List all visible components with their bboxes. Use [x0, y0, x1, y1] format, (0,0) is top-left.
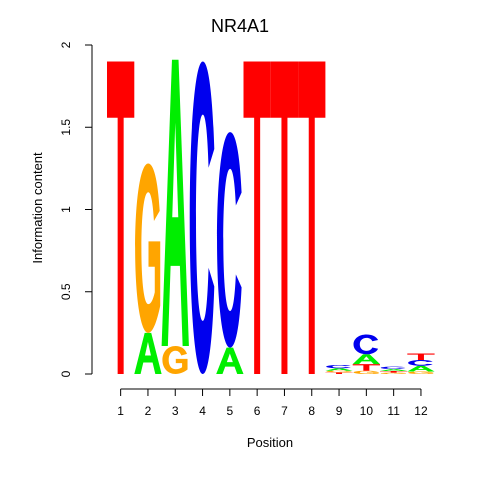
y-tick-label: 1 — [59, 206, 73, 213]
x-tick-label: 4 — [199, 404, 206, 418]
x-tick-label: 1 — [117, 404, 124, 418]
chart-title: NR4A1 — [211, 16, 269, 36]
letter-t-pos-9 — [325, 372, 353, 374]
x-tick-label: 5 — [227, 404, 234, 418]
letter-c-pos-11 — [380, 366, 406, 370]
letter-c-pos-9 — [326, 364, 351, 369]
letter-t-pos-1 — [107, 61, 135, 374]
letter-a-pos-2 — [134, 332, 162, 374]
letter-t-pos-8 — [298, 61, 326, 374]
x-tick-label: 9 — [336, 404, 343, 418]
letter-c-pos-10 — [353, 334, 379, 355]
letter-a-pos-11 — [380, 369, 408, 372]
letter-g-pos-2 — [135, 163, 161, 333]
letter-a-pos-12 — [407, 365, 435, 372]
letter-t-pos-6 — [243, 61, 271, 374]
letter-a-pos-9 — [325, 368, 353, 371]
letter-c-pos-4 — [189, 61, 215, 374]
letter-a-pos-5 — [216, 347, 244, 374]
y-axis-title: Information content — [30, 152, 45, 264]
y-axis: 0 0.5 1 1.5 2 — [59, 41, 93, 377]
letter-c-pos-12 — [408, 360, 433, 366]
x-axis: 1 2 3 4 5 6 7 8 9 10 11 12 — [117, 388, 428, 418]
letter-a-pos-10 — [352, 354, 380, 365]
letter-t-pos-11 — [380, 371, 408, 373]
letter-t-pos-7 — [270, 61, 299, 374]
x-tick-label: 12 — [414, 404, 428, 418]
x-tick-label: 11 — [387, 404, 400, 418]
x-tick-label: 7 — [281, 404, 288, 418]
x-tick-label: 2 — [145, 404, 152, 418]
letter-g-pos-12 — [408, 371, 434, 374]
letter-c-pos-5 — [217, 132, 242, 348]
letter-g-pos-11 — [380, 372, 406, 374]
letter-t-pos-10 — [352, 364, 380, 371]
letter-g-pos-10 — [353, 370, 379, 374]
x-tick-label: 6 — [254, 404, 261, 418]
x-axis-title: Position — [247, 435, 293, 450]
x-tick-label: 8 — [308, 404, 315, 418]
y-tick-label: 2 — [59, 41, 73, 48]
x-tick-label: 10 — [360, 404, 374, 418]
x-tick-label: 3 — [172, 404, 179, 418]
letter-g-pos-9 — [326, 370, 352, 373]
letter-t-pos-12 — [407, 353, 435, 361]
letter-a-pos-3 — [161, 59, 189, 347]
y-tick-label: 0.5 — [59, 283, 73, 300]
y-tick-label: 1.5 — [59, 119, 73, 136]
y-tick-label: 0 — [59, 370, 73, 377]
letter-g-pos-3 — [162, 346, 188, 374]
letter-stacks — [107, 59, 435, 374]
